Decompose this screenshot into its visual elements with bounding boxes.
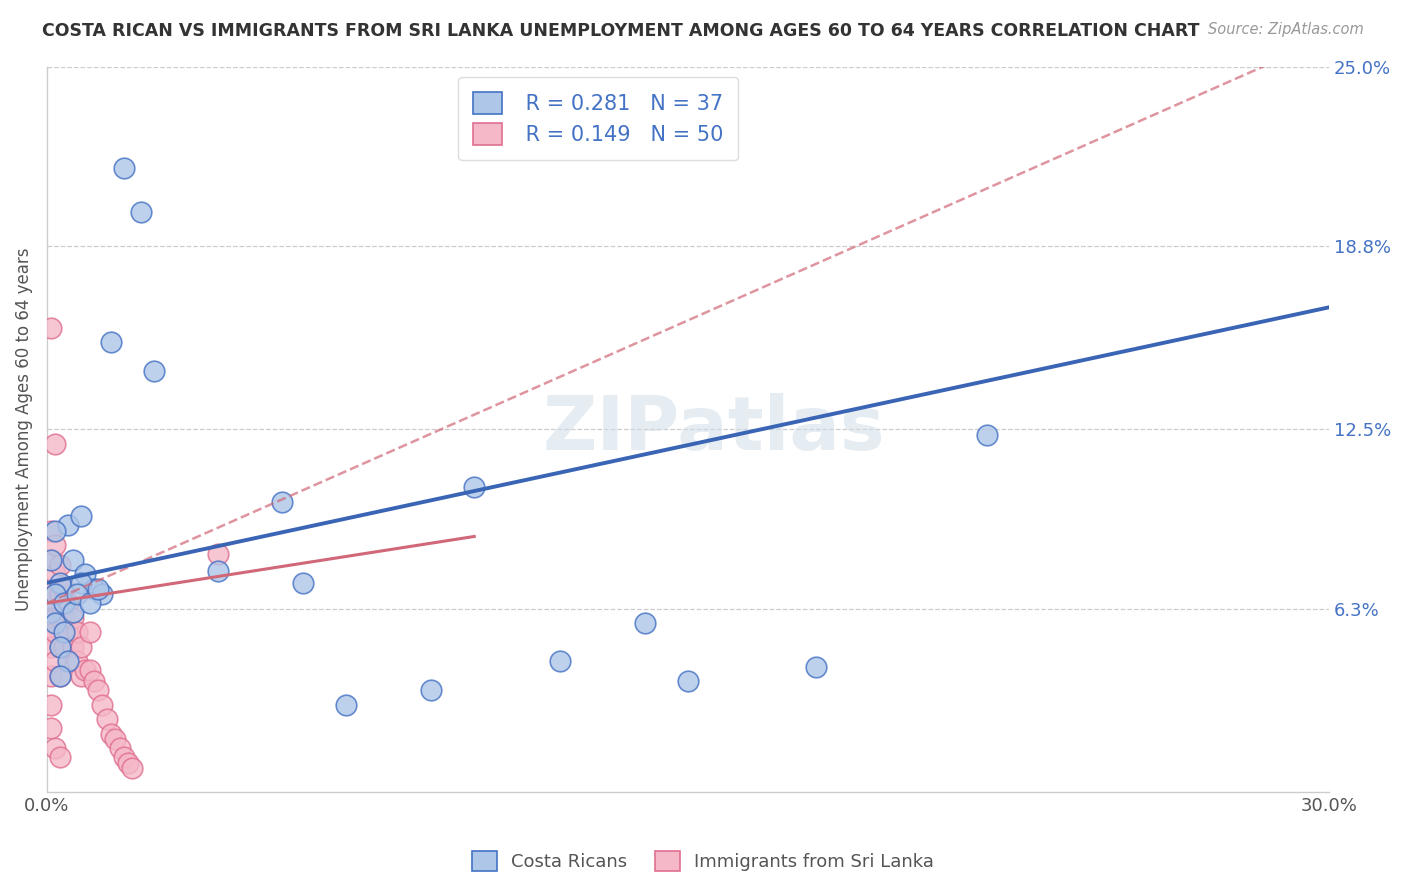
- Point: [79, 625, 101, 640]
- Point: [58, 654, 80, 668]
- Point: [48, 640, 70, 654]
- Point: [70, 509, 93, 524]
- Point: [44, 587, 66, 601]
- Point: [48, 750, 70, 764]
- Point: [976, 428, 998, 442]
- Point: [104, 732, 127, 747]
- Point: [44, 625, 66, 640]
- Point: [70, 668, 93, 682]
- Point: [142, 364, 165, 378]
- Point: [87, 582, 110, 596]
- Point: [112, 750, 135, 764]
- Point: [58, 625, 80, 640]
- Point: [66, 625, 89, 640]
- Point: [39, 698, 62, 712]
- Point: [112, 161, 135, 175]
- Point: [75, 663, 97, 677]
- Point: [62, 640, 84, 654]
- Point: [62, 610, 84, 624]
- Legend:  R = 0.281   N = 37,  R = 0.149   N = 50: R = 0.281 N = 37, R = 0.149 N = 50: [458, 77, 738, 160]
- Point: [39, 552, 62, 566]
- Point: [117, 756, 139, 770]
- Point: [44, 587, 66, 601]
- Text: Source: ZipAtlas.com: Source: ZipAtlas.com: [1208, 22, 1364, 37]
- Point: [292, 575, 315, 590]
- Point: [804, 660, 827, 674]
- Point: [44, 654, 66, 668]
- Point: [420, 683, 443, 698]
- Point: [53, 610, 76, 624]
- Point: [100, 727, 122, 741]
- Point: [44, 538, 66, 552]
- Point: [39, 552, 62, 566]
- Point: [91, 587, 114, 601]
- Point: [62, 552, 84, 566]
- Point: [62, 605, 84, 619]
- Point: [39, 524, 62, 538]
- Point: [335, 698, 357, 712]
- Point: [44, 436, 66, 450]
- Point: [83, 674, 105, 689]
- Point: [39, 721, 62, 735]
- Point: [207, 564, 229, 578]
- Point: [39, 625, 62, 640]
- Point: [58, 596, 80, 610]
- Point: [53, 596, 76, 610]
- Point: [66, 654, 89, 668]
- Point: [271, 494, 294, 508]
- Point: [39, 668, 62, 682]
- Point: [96, 712, 118, 726]
- Point: [100, 335, 122, 350]
- Point: [463, 480, 485, 494]
- Point: [44, 741, 66, 756]
- Point: [39, 610, 62, 624]
- Point: [39, 320, 62, 334]
- Point: [121, 762, 143, 776]
- Point: [39, 582, 62, 596]
- Point: [75, 567, 97, 582]
- Point: [48, 610, 70, 624]
- Point: [634, 616, 657, 631]
- Point: [70, 640, 93, 654]
- Point: [48, 558, 70, 573]
- Legend: Costa Ricans, Immigrants from Sri Lanka: Costa Ricans, Immigrants from Sri Lanka: [464, 844, 942, 879]
- Point: [66, 587, 89, 601]
- Text: COSTA RICAN VS IMMIGRANTS FROM SRI LANKA UNEMPLOYMENT AMONG AGES 60 TO 64 YEARS : COSTA RICAN VS IMMIGRANTS FROM SRI LANKA…: [42, 22, 1199, 40]
- Point: [53, 582, 76, 596]
- Point: [83, 582, 105, 596]
- Point: [48, 587, 70, 601]
- Point: [39, 605, 62, 619]
- Point: [39, 596, 62, 610]
- Point: [48, 668, 70, 682]
- Y-axis label: Unemployment Among Ages 60 to 64 years: Unemployment Among Ages 60 to 64 years: [15, 247, 32, 611]
- Point: [48, 640, 70, 654]
- Point: [70, 575, 93, 590]
- Point: [48, 668, 70, 682]
- Point: [79, 663, 101, 677]
- Point: [44, 524, 66, 538]
- Point: [676, 674, 699, 689]
- Point: [207, 547, 229, 561]
- Point: [129, 204, 152, 219]
- Point: [87, 683, 110, 698]
- Point: [48, 575, 70, 590]
- Point: [44, 616, 66, 631]
- Point: [108, 741, 131, 756]
- Point: [58, 517, 80, 532]
- Point: [53, 640, 76, 654]
- Point: [91, 698, 114, 712]
- Text: ZIPatlas: ZIPatlas: [543, 392, 884, 466]
- Point: [548, 654, 571, 668]
- Point: [53, 625, 76, 640]
- Point: [44, 567, 66, 582]
- Point: [79, 596, 101, 610]
- Point: [44, 610, 66, 624]
- Point: [39, 640, 62, 654]
